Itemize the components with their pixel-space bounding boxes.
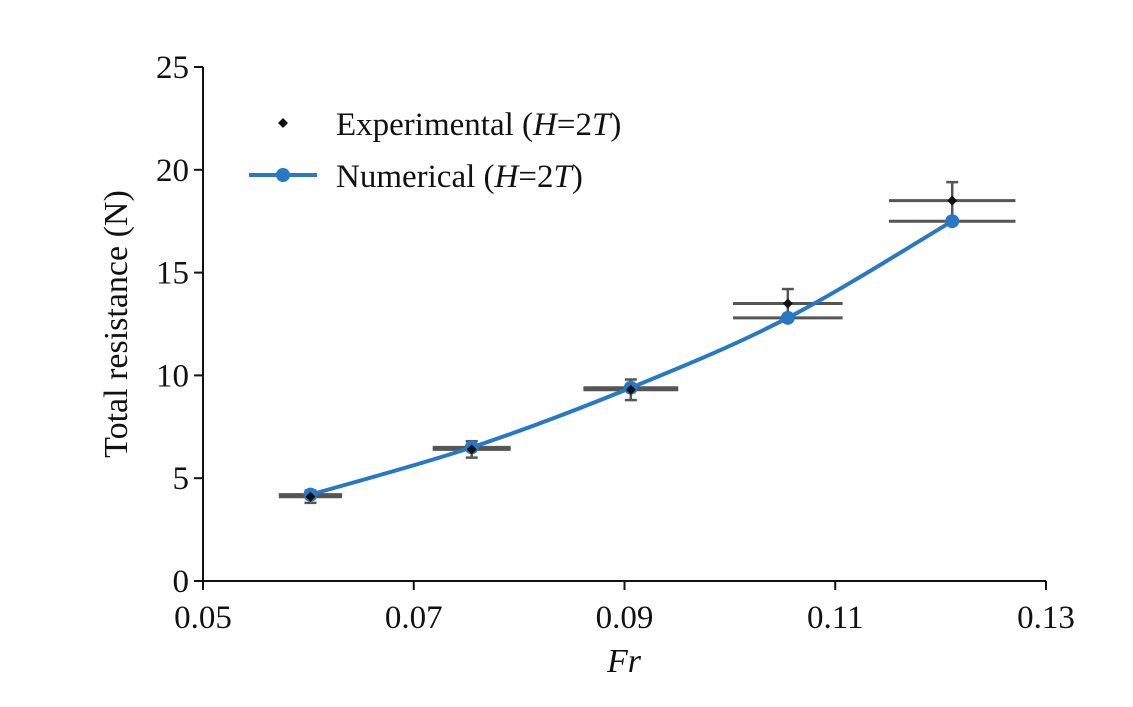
experimental-point [466, 444, 477, 455]
y-tick-label: 20 [156, 153, 189, 189]
legend-label-numerical: Numerical (H=2T) [336, 159, 583, 195]
legend-item-numerical: Numerical (H=2T) [249, 159, 583, 195]
legend-circle-marker [276, 168, 290, 182]
y-tick-label: 25 [156, 50, 189, 86]
legend-item-experimental: Experimental (H=2T) [278, 107, 621, 143]
x-tick-label: 0.07 [385, 600, 443, 636]
legend: Experimental (H=2T) Numerical (H=2T) [249, 107, 621, 195]
numerical-point [945, 214, 960, 229]
x-ticks: 0.05 0.07 0.09 0.11 0.13 [174, 581, 1075, 636]
experimental-point [625, 384, 636, 395]
y-tick-label: 5 [173, 461, 190, 497]
axes [202, 67, 1046, 582]
x-tick-label: 0.09 [596, 600, 654, 636]
x-tick-label: 0.05 [174, 600, 232, 636]
experimental-point [947, 195, 958, 206]
x-axis-title: Fr [606, 643, 642, 680]
y-axis-title: Total resistance (N) [98, 190, 135, 458]
numerical-points [303, 214, 960, 502]
y-tick-label: 10 [156, 358, 189, 394]
legend-diamond-marker [278, 118, 288, 128]
numerical-point [780, 310, 795, 325]
error-bars [278, 180, 1016, 505]
numerical-series-line [308, 219, 955, 497]
legend-label-experimental: Experimental (H=2T) [336, 107, 621, 143]
experimental-point [305, 491, 316, 502]
y-tick-label: 15 [156, 256, 189, 292]
y-ticks: 0 5 10 15 20 25 [156, 50, 203, 600]
experimental-point [782, 298, 793, 309]
x-tick-label: 0.11 [807, 600, 864, 636]
x-tick-label: 0.13 [1017, 600, 1075, 636]
experimental-points [305, 195, 958, 502]
y-tick-label: 0 [173, 564, 190, 600]
